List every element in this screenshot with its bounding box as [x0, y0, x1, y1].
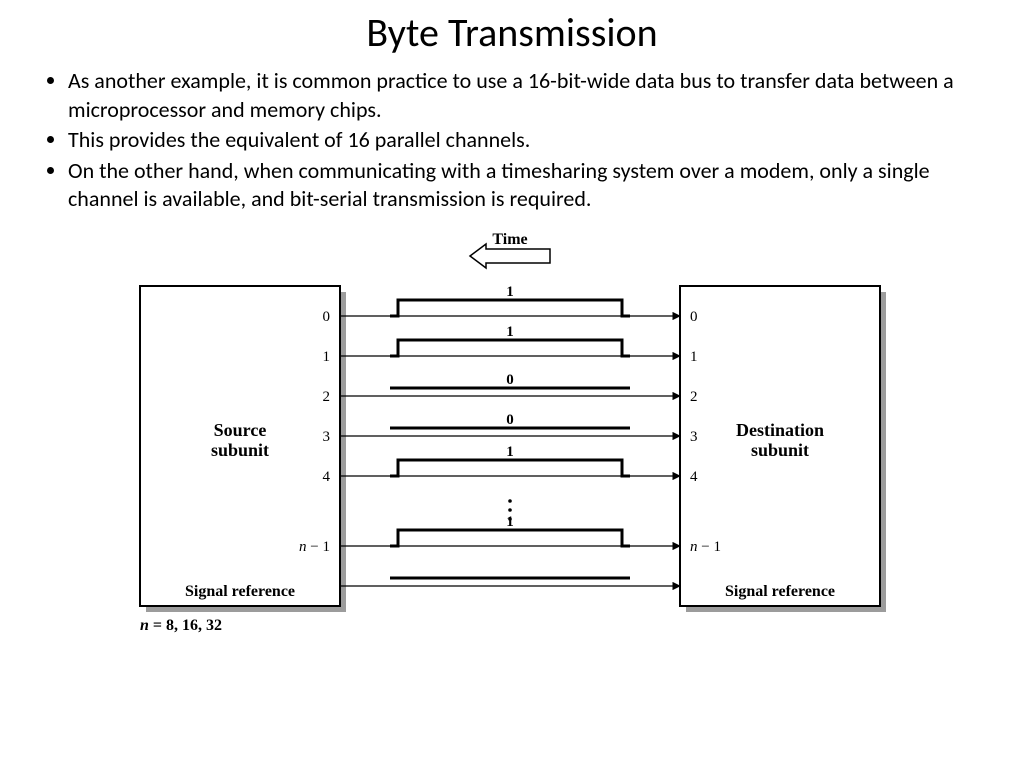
- svg-text:Time: Time: [492, 231, 527, 248]
- svg-text:Source: Source: [214, 420, 267, 440]
- svg-text:1: 1: [506, 284, 514, 300]
- svg-text:1: 1: [323, 349, 331, 365]
- svg-text:1: 1: [690, 349, 698, 365]
- svg-text:Signal reference: Signal reference: [725, 583, 835, 600]
- svg-text:0: 0: [690, 309, 698, 325]
- diagram-container: TimeSourcesubunitDestinationsubunitSigna…: [0, 226, 1024, 656]
- svg-text:n − 1: n − 1: [690, 539, 721, 555]
- svg-text:0: 0: [506, 412, 514, 428]
- svg-text:0: 0: [506, 372, 514, 388]
- svg-text:n = 8, 16, 32: n = 8, 16, 32: [140, 617, 222, 634]
- svg-text:Destination: Destination: [736, 420, 824, 440]
- svg-text:1: 1: [506, 324, 514, 340]
- page-title: Byte Transmission: [0, 0, 1024, 67]
- svg-text:subunit: subunit: [751, 440, 809, 460]
- byte-transmission-diagram: TimeSourcesubunitDestinationsubunitSigna…: [60, 226, 960, 656]
- svg-text:0: 0: [323, 309, 331, 325]
- svg-text:1: 1: [506, 444, 514, 460]
- svg-text:2: 2: [690, 389, 698, 405]
- bullet-item: On the other hand, when communicating wi…: [68, 157, 984, 214]
- svg-text:3: 3: [690, 429, 698, 445]
- bullet-list: As another example, it is common practic…: [0, 67, 1024, 226]
- svg-text:Signal reference: Signal reference: [185, 583, 295, 600]
- bullet-item: This provides the equivalent of 16 paral…: [68, 126, 984, 155]
- svg-text:3: 3: [323, 429, 331, 445]
- svg-text:1: 1: [506, 514, 514, 530]
- bullet-item: As another example, it is common practic…: [68, 67, 984, 124]
- svg-text:2: 2: [323, 389, 331, 405]
- svg-text:subunit: subunit: [211, 440, 269, 460]
- svg-text:4: 4: [690, 469, 698, 485]
- svg-text:4: 4: [323, 469, 331, 485]
- svg-text:n − 1: n − 1: [299, 539, 330, 555]
